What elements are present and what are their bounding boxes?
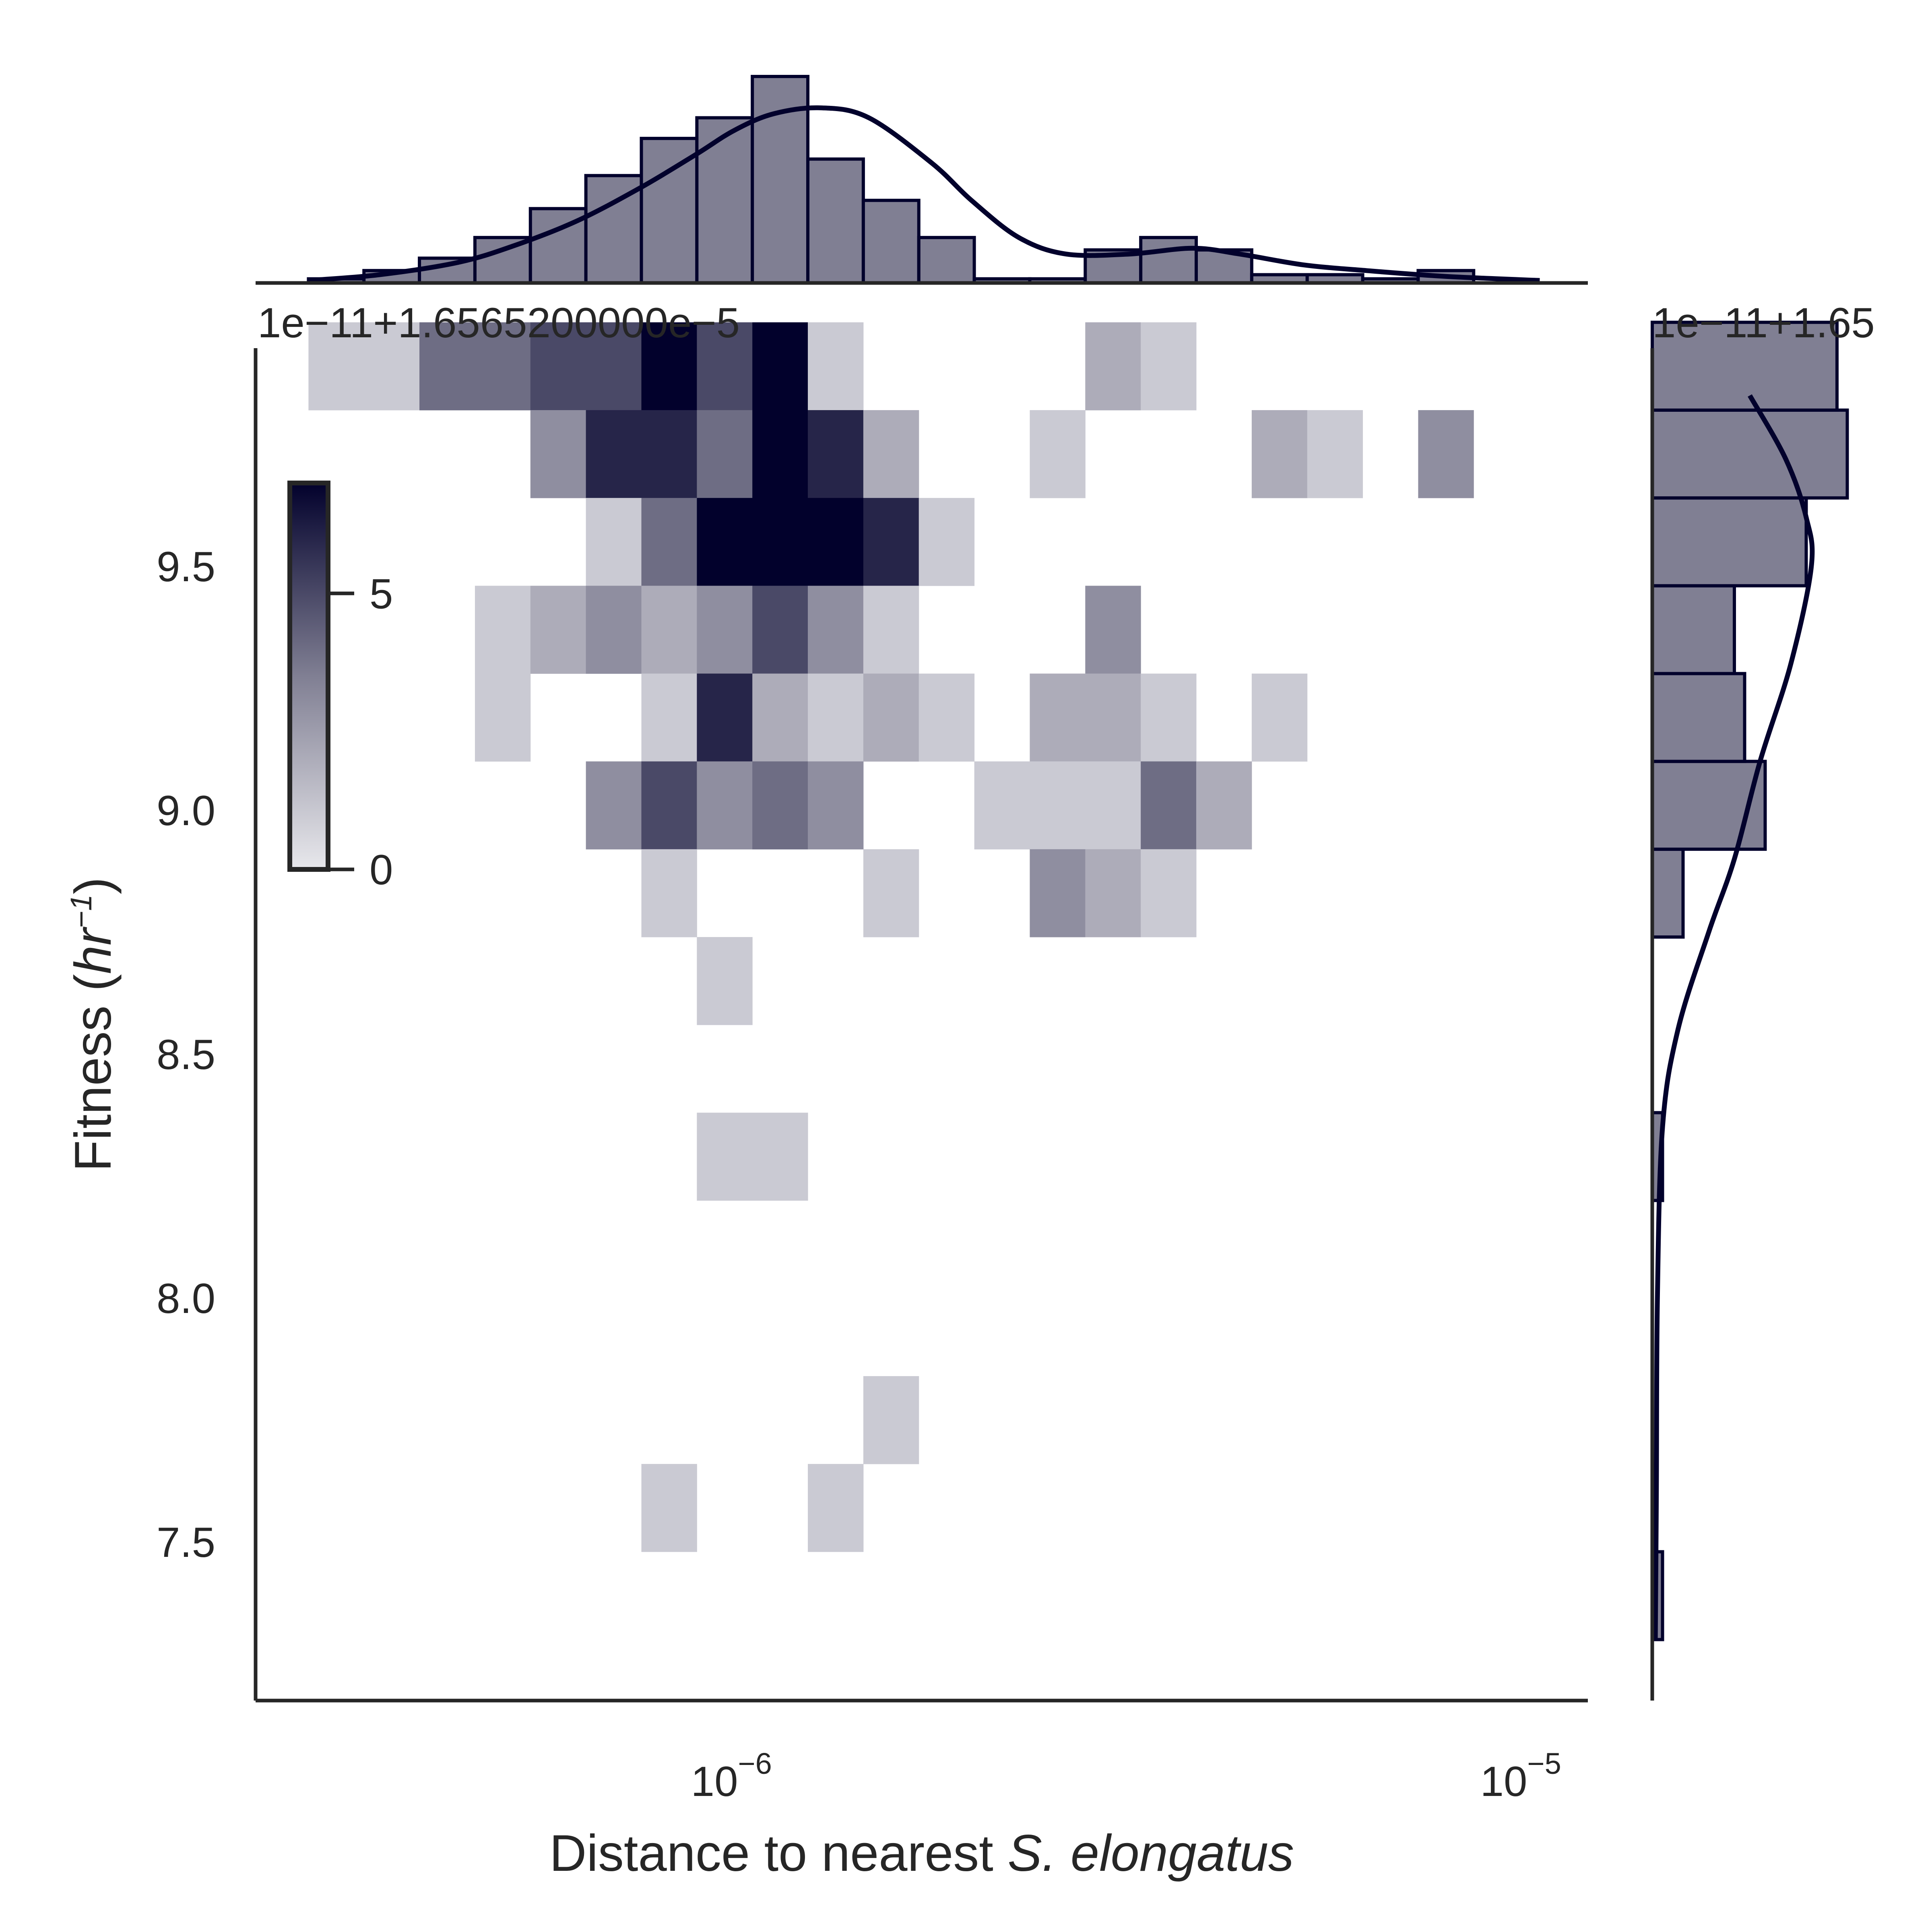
heatmap-cell <box>697 1113 752 1201</box>
x-tick-label: 10−5 <box>1480 1747 1561 1805</box>
y-tick-label: 9.0 <box>157 787 215 834</box>
heatmap-cell <box>1030 762 1085 850</box>
heatmap-cell <box>1085 849 1141 937</box>
right-hist-bar <box>1652 586 1734 673</box>
colorbar: 05 <box>290 483 393 894</box>
top-hist-bar <box>919 237 974 283</box>
heatmap-cell <box>641 849 697 937</box>
y-tick-label: 8.5 <box>157 1031 215 1078</box>
heatmap-cell <box>752 673 808 762</box>
y-tick-label: 9.5 <box>157 543 215 590</box>
right-marginal <box>1652 322 1847 1701</box>
right-hist-bar <box>1652 410 1847 498</box>
heatmap-cell <box>1252 410 1307 498</box>
heatmap-cell <box>530 410 586 498</box>
heatmap-cell <box>641 762 697 850</box>
heatmap-cell <box>475 673 530 762</box>
heatmap-cell <box>697 586 752 674</box>
heatmap-cell <box>974 762 1030 850</box>
heatmap-cell <box>1141 673 1196 762</box>
heatmap-cell <box>1141 762 1196 850</box>
heatmap-cell <box>641 673 697 762</box>
heatmap-cell <box>808 498 863 586</box>
heatmap-cell <box>752 1113 808 1201</box>
heatmap-cell <box>863 498 919 586</box>
heatmap-cell <box>808 586 863 674</box>
heatmap-cell <box>808 1464 863 1552</box>
heatmap-cell <box>808 762 863 850</box>
top-marginal <box>256 76 1588 283</box>
heatmap-cell <box>1085 673 1141 762</box>
offset-label-top: 1e−11+1.6565200000e−5 <box>258 299 740 347</box>
heatmap-cell <box>1307 410 1363 498</box>
heatmap-cell <box>641 498 697 586</box>
heatmap-cell <box>808 673 863 762</box>
heatmap-cell <box>1196 762 1252 850</box>
heatmap-cell <box>641 1464 697 1552</box>
heatmap-cell <box>863 410 919 498</box>
right-hist-bar <box>1652 498 1806 586</box>
heatmap-cell <box>475 586 530 674</box>
heatmap-cell <box>697 762 752 850</box>
heatmap-cell <box>697 673 752 762</box>
heatmap-cell <box>863 586 919 674</box>
y-tick-label: 8.0 <box>157 1275 215 1322</box>
heatmap-cell <box>1030 849 1085 937</box>
heatmap-cell <box>530 586 586 674</box>
heatmap-cell <box>641 586 697 674</box>
heatmap-cell <box>586 762 642 850</box>
heatmap-cell <box>1141 849 1196 937</box>
top-hist-bar <box>697 118 752 283</box>
heatmap-cell <box>586 410 642 498</box>
heatmap-cell <box>697 410 752 498</box>
x-tick-label: 10−6 <box>691 1747 772 1805</box>
heatmap-cell <box>752 322 808 411</box>
heatmap-cell <box>1030 673 1085 762</box>
heatmap-cell <box>1085 322 1141 411</box>
y-tick-labels: 9.5 9.0 8.5 8.0 7.5 <box>157 543 215 1566</box>
right-hist-bar <box>1652 673 1745 761</box>
heatmap-cell <box>752 586 808 674</box>
heatmap-cell <box>1418 410 1474 498</box>
heatmap-cells <box>308 322 1474 1552</box>
heatmap-cell <box>752 498 808 586</box>
heatmap-cell <box>919 498 974 586</box>
heatmap-cell <box>697 937 752 1025</box>
right-hist-bar <box>1652 849 1683 937</box>
heatmap-cell <box>586 498 642 586</box>
heatmap-cell <box>752 410 808 498</box>
heatmap-cell <box>1085 762 1141 850</box>
colorbar-tick-label: 5 <box>369 570 393 617</box>
colorbar-gradient <box>290 483 328 869</box>
heatmap-cell <box>586 586 642 674</box>
heatmap-cell <box>752 762 808 850</box>
top-hist-bar <box>808 159 863 283</box>
heatmap-cell <box>863 849 919 937</box>
heatmap-cell <box>1252 673 1307 762</box>
heatmap-cell <box>1030 410 1085 498</box>
heatmap-cell <box>1141 322 1196 411</box>
top-hist-bar <box>1141 237 1196 283</box>
heatmap-cell <box>641 410 697 498</box>
heatmap-cell <box>697 498 752 586</box>
y-axis-label: Fitness (hr−1) <box>64 877 122 1172</box>
heatmap-cell <box>808 410 863 498</box>
top-hist-bar <box>863 200 919 283</box>
offset-label-right: 1e−11+1.65 <box>1652 299 1875 347</box>
colorbar-tick-label: 0 <box>369 846 393 894</box>
x-axis-label: Distance to nearest S. elongatus <box>549 1825 1294 1882</box>
heatmap-cell <box>808 322 863 411</box>
heatmap-cell <box>919 673 974 762</box>
y-tick-label: 7.5 <box>157 1519 215 1566</box>
heatmap-cell <box>863 1376 919 1464</box>
heatmap-cell <box>863 673 919 762</box>
x-tick-labels: 10−6 10−5 <box>691 1747 1561 1805</box>
heatmap-cell <box>1085 586 1141 674</box>
